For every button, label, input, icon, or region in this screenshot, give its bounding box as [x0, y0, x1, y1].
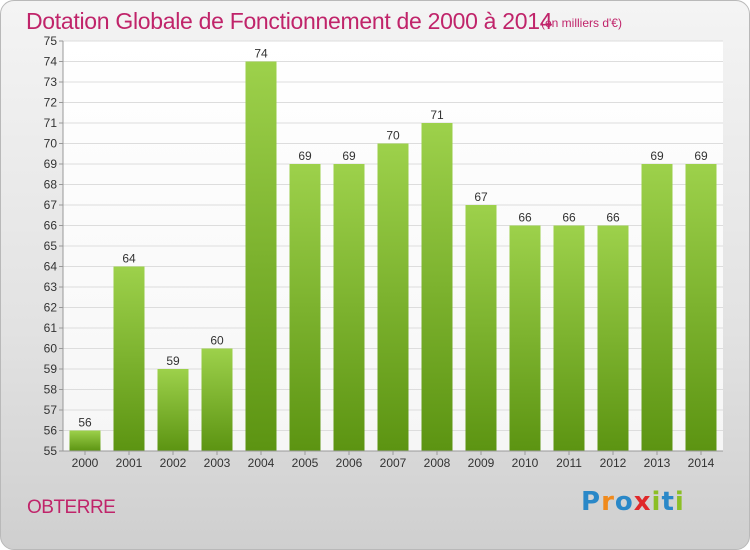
x-tick-label-2014: 2014: [688, 456, 715, 470]
data-label-2007: 70: [386, 129, 400, 143]
data-label-2011: 66: [562, 211, 576, 225]
data-label-2005: 69: [298, 149, 312, 163]
chart-subtitle: (en milliers d'€): [541, 16, 622, 30]
y-tick-label: 70: [44, 137, 58, 151]
y-tick-label: 73: [44, 75, 58, 89]
x-tick-label-2007: 2007: [380, 456, 407, 470]
data-label-2014: 69: [694, 149, 708, 163]
bar-2008: [421, 123, 453, 451]
y-tick-label: 59: [44, 362, 58, 376]
y-tick-label: 67: [44, 198, 58, 212]
x-tick-label-2003: 2003: [204, 456, 231, 470]
x-tick-label-2013: 2013: [644, 456, 671, 470]
y-axis: 55 56 57 58 59 60 61 62 63 64 65 66 67 68 69 70 71 72 73 74…: [44, 34, 63, 458]
y-tick-label: 74: [44, 55, 58, 69]
y-tick-label: 55: [44, 444, 58, 458]
x-tick-label-2009: 2009: [468, 456, 495, 470]
y-tick-label: 65: [44, 239, 58, 253]
logo-letter: o: [614, 487, 634, 517]
bar-2011: [553, 225, 585, 451]
proxiti-logo[interactable]: Proxiti: [581, 487, 685, 517]
bar-2006: [333, 164, 365, 451]
logo-letter: P: [581, 487, 602, 517]
logo-letter: t: [661, 487, 675, 517]
bar-2001: [113, 266, 145, 451]
x-tick-label-2005: 2005: [292, 456, 319, 470]
chart-title: Dotation Globale de Fonctionnement de 20…: [26, 8, 553, 34]
y-tick-label: 66: [44, 219, 58, 233]
y-tick-label: 60: [44, 342, 58, 356]
logo-letter: i: [651, 487, 662, 517]
y-tick-label: 72: [44, 96, 58, 110]
bar-2004: [245, 61, 277, 451]
y-tick-label: 58: [44, 383, 58, 397]
logo-letter: r: [601, 487, 615, 517]
y-tick-label: 62: [44, 301, 58, 315]
bar-2007: [377, 143, 409, 451]
x-tick-label-2012: 2012: [600, 456, 627, 470]
bar-2005: [289, 164, 321, 451]
data-label-2000: 56: [78, 416, 92, 430]
bar-2000: [69, 430, 101, 451]
bar-chart: 55 56 57 58 59 60 61 62 63 64 65 66 67 68 69 70 71 72 73 74…: [44, 34, 723, 470]
data-label-2010: 66: [518, 211, 532, 225]
logo-letter: i: [674, 487, 685, 517]
data-label-2006: 69: [342, 149, 356, 163]
bar-2014: [685, 164, 717, 451]
y-tick-label: 75: [44, 34, 58, 48]
x-tick-label-2001: 2001: [116, 456, 143, 470]
bar-2002: [157, 369, 189, 451]
x-tick-label-2006: 2006: [336, 456, 363, 470]
commune-name: OBTERRE: [27, 497, 116, 518]
bar-2010: [509, 225, 541, 451]
bars: 56 64 59 60 74 69 69 70 71 67 66 66 66 69 69: [69, 47, 717, 451]
y-tick-label: 61: [44, 321, 58, 335]
logo-letter: x: [633, 487, 652, 517]
x-tick-label-2008: 2008: [424, 456, 451, 470]
x-axis: 2000 2001 2002 2003 2004 2005 2006 2007 2008 2009…: [72, 451, 715, 470]
data-label-2012: 66: [606, 211, 620, 225]
x-tick-label-2004: 2004: [248, 456, 275, 470]
x-tick-label-2002: 2002: [160, 456, 187, 470]
data-label-2001: 64: [122, 252, 136, 266]
y-tick-label: 69: [44, 157, 58, 171]
y-tick-label: 68: [44, 178, 58, 192]
bar-2009: [465, 205, 497, 451]
data-label-2009: 67: [474, 190, 488, 204]
data-label-2008: 71: [430, 108, 444, 122]
y-tick-label: 57: [44, 403, 58, 417]
x-tick-label-2000: 2000: [72, 456, 99, 470]
x-tick-label-2011: 2011: [556, 456, 582, 470]
data-label-2003: 60: [210, 334, 224, 348]
bar-2013: [641, 164, 673, 451]
y-tick-label: 56: [44, 424, 58, 438]
y-tick-label: 64: [44, 260, 58, 274]
bar-2003: [201, 348, 233, 451]
y-tick-label: 63: [44, 280, 58, 294]
bar-2012: [597, 225, 629, 451]
x-tick-label-2010: 2010: [512, 456, 539, 470]
y-tick-label: 71: [44, 116, 58, 130]
data-label-2013: 69: [650, 149, 664, 163]
data-label-2002: 59: [166, 354, 180, 368]
data-label-2004: 74: [254, 47, 268, 61]
